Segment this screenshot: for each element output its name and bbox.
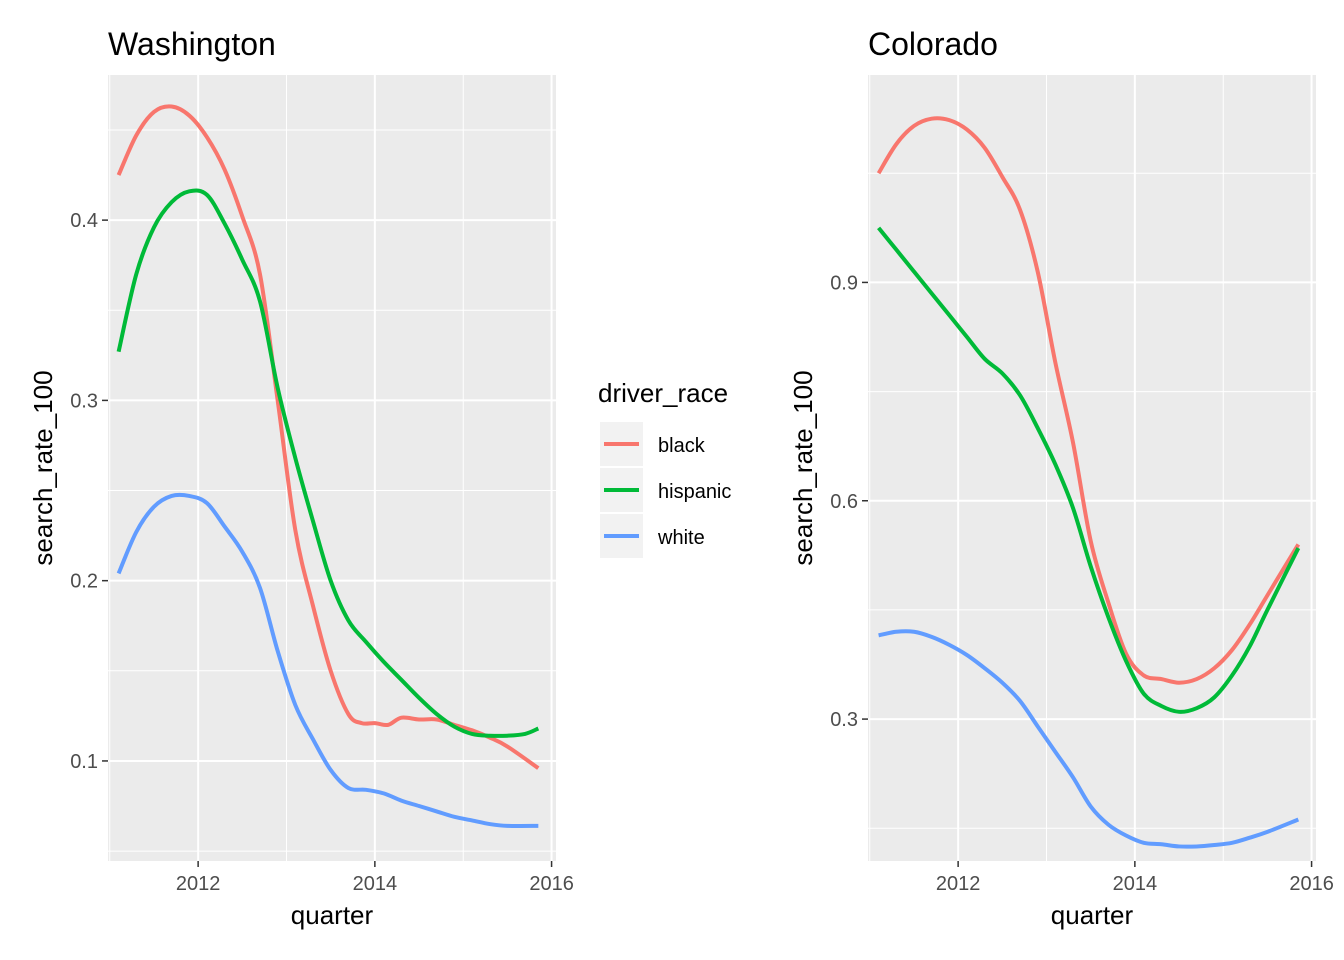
y-tick-label: 0.3 (830, 709, 858, 731)
x-axis-title: quarter (1051, 900, 1134, 930)
x-tick-label: 2012 (936, 873, 981, 895)
x-tick-label: 2016 (529, 873, 574, 895)
legend-label-black: black (658, 435, 706, 457)
legend-item-white: white (600, 514, 705, 558)
legend: driver_race black hispanic white (598, 378, 731, 558)
panel-colorado: Colorado 2012 2014 2016 0.3 0.6 0.9 quarter s… (788, 26, 1334, 930)
y-tick-label: 0.1 (70, 751, 98, 773)
series-line-black (876, 116, 1301, 685)
y-tick-label: 0.4 (70, 210, 98, 232)
y-tick-label: 0.6 (830, 491, 858, 513)
y-tick-label: 0.9 (830, 272, 858, 294)
y-axis-title: search_rate_100 (28, 370, 58, 565)
legend-title: driver_race (598, 378, 728, 408)
chart-title: Colorado (868, 26, 998, 62)
x-tick-label: 2014 (1113, 873, 1158, 895)
legend-label-hispanic: hispanic (658, 481, 731, 503)
series-line-white (878, 629, 1300, 849)
axis-ticks: 2012 2014 2016 0.1 0.2 0.3 0.4 (70, 210, 574, 895)
plot-background (108, 75, 556, 861)
series-line-white (116, 492, 539, 828)
plot-background (868, 75, 1316, 861)
series-lines (116, 104, 540, 828)
y-axis-title: search_rate_100 (788, 370, 818, 565)
chart-title: Washington (108, 26, 276, 62)
x-tick-label: 2016 (1289, 873, 1334, 895)
grid-lines (868, 75, 1316, 861)
axis-ticks: 2012 2014 2016 0.3 0.6 0.9 (830, 272, 1334, 895)
panel-washington: Washington 2012 2014 2016 0.1 0.2 0.3 0.4 quar… (28, 26, 574, 930)
series-line-hispanic (877, 226, 1301, 714)
legend-item-hispanic: hispanic (600, 468, 731, 512)
y-tick-label: 0.3 (70, 390, 98, 412)
legend-item-black: black (600, 422, 706, 466)
series-line-hispanic (116, 188, 540, 738)
x-axis-title: quarter (291, 900, 374, 930)
y-tick-label: 0.2 (70, 571, 98, 593)
x-tick-label: 2014 (353, 873, 398, 895)
legend-label-white: white (657, 527, 705, 549)
x-tick-label: 2012 (176, 873, 221, 895)
series-lines (876, 116, 1301, 849)
